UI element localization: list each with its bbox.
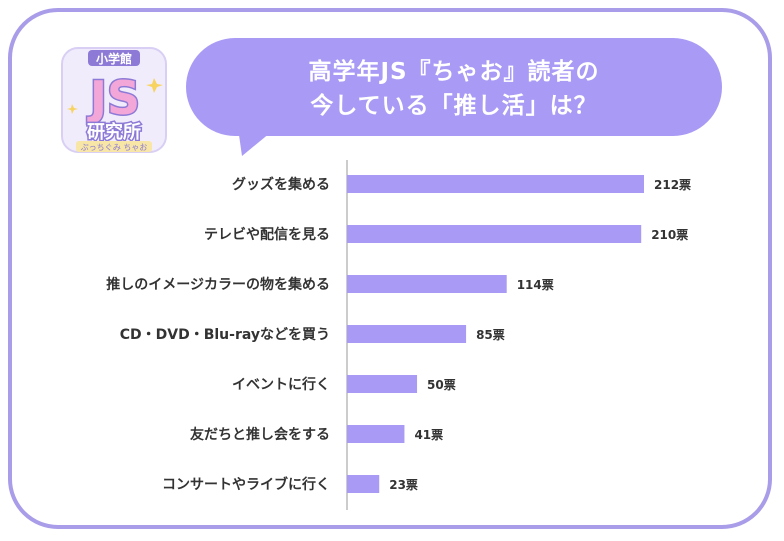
value-label: 85票 xyxy=(476,328,505,342)
value-label: 212票 xyxy=(654,178,691,192)
value-label: 41票 xyxy=(414,428,443,442)
logo-main-text: JS xyxy=(87,71,140,125)
logo-top-plate xyxy=(88,50,140,66)
sparkle-icon xyxy=(146,78,163,93)
chart-title-line-1: 高学年JS『ちゃお』読者の xyxy=(308,59,600,85)
bar xyxy=(347,175,644,193)
bubble-tail xyxy=(238,128,276,156)
bar xyxy=(347,275,507,293)
bar xyxy=(347,325,467,343)
value-label: 23票 xyxy=(389,478,418,492)
bar xyxy=(347,425,405,443)
bar xyxy=(347,225,642,243)
category-label: イベントに行く xyxy=(232,376,330,393)
category-label: グッズを集める xyxy=(232,176,330,193)
chart-title-line-2: 今している「推し活」は？ xyxy=(310,93,598,119)
logo-tagline-plate xyxy=(76,141,152,152)
sparkle-icon xyxy=(67,104,78,114)
category-label: コンサートやライブに行く xyxy=(162,476,330,493)
js-lab-logo: 小学館 JS 研究所 ぷっちぐみ ちゃお xyxy=(61,47,167,153)
category-label: テレビや配信を見る xyxy=(204,226,330,243)
bar xyxy=(347,375,418,393)
category-label: 友だちと推し会をする xyxy=(190,426,330,443)
title-bubble xyxy=(186,38,722,136)
category-label: 推しのイメージカラーの物を集める xyxy=(106,276,330,293)
value-label: 210票 xyxy=(651,228,688,242)
bar xyxy=(347,475,380,493)
logo-tagline: ぷっちぐみ ちゃお xyxy=(81,143,148,152)
value-label: 50票 xyxy=(427,378,456,392)
value-label: 114票 xyxy=(517,278,554,292)
logo-top-text: 小学館 xyxy=(96,51,132,66)
logo-sub-text: 研究所 xyxy=(87,121,141,143)
category-label: CD・DVD・Blu-rayなどを買う xyxy=(120,327,330,343)
